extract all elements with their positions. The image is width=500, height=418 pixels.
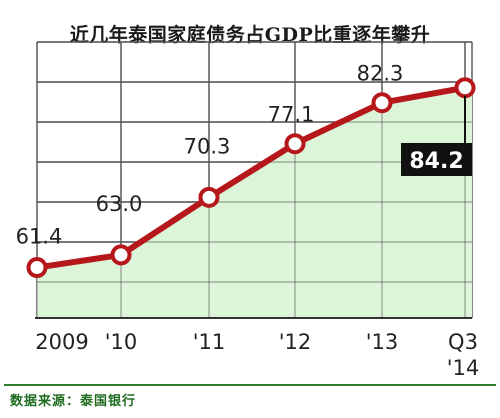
x-tick-label: '11 bbox=[193, 330, 226, 354]
data-point-marker bbox=[198, 186, 220, 208]
data-point-marker bbox=[26, 257, 48, 279]
data-label: 70.3 bbox=[184, 134, 231, 158]
x-tick-label: Q3 bbox=[448, 330, 478, 354]
area-fill bbox=[37, 87, 472, 318]
x-tick-label: '10 bbox=[105, 330, 138, 354]
x-tick-label: '13 bbox=[366, 330, 399, 354]
data-label: 61.4 bbox=[16, 225, 63, 249]
data-point-marker bbox=[454, 77, 476, 99]
data-label: 82.3 bbox=[357, 62, 404, 86]
x-tick-label: 2009 bbox=[35, 330, 88, 354]
x-tick-label: '14 bbox=[447, 356, 480, 380]
series-line bbox=[34, 84, 468, 271]
source-note: 数据来源：泰国银行 bbox=[10, 394, 137, 409]
x-tick-label: '12 bbox=[279, 330, 312, 354]
source-divider bbox=[4, 384, 496, 386]
data-label: 77.1 bbox=[268, 103, 315, 127]
data-point-marker bbox=[110, 244, 132, 266]
data-point-marker bbox=[371, 92, 393, 114]
data-point-marker bbox=[284, 133, 306, 155]
highlight-data-label: 84.2 bbox=[409, 149, 463, 174]
chart-title: 近几年泰国家庭债务占GDP比重逐年攀升 bbox=[69, 24, 431, 46]
highlight-label-box bbox=[401, 143, 472, 176]
data-label: 63.0 bbox=[96, 192, 143, 216]
